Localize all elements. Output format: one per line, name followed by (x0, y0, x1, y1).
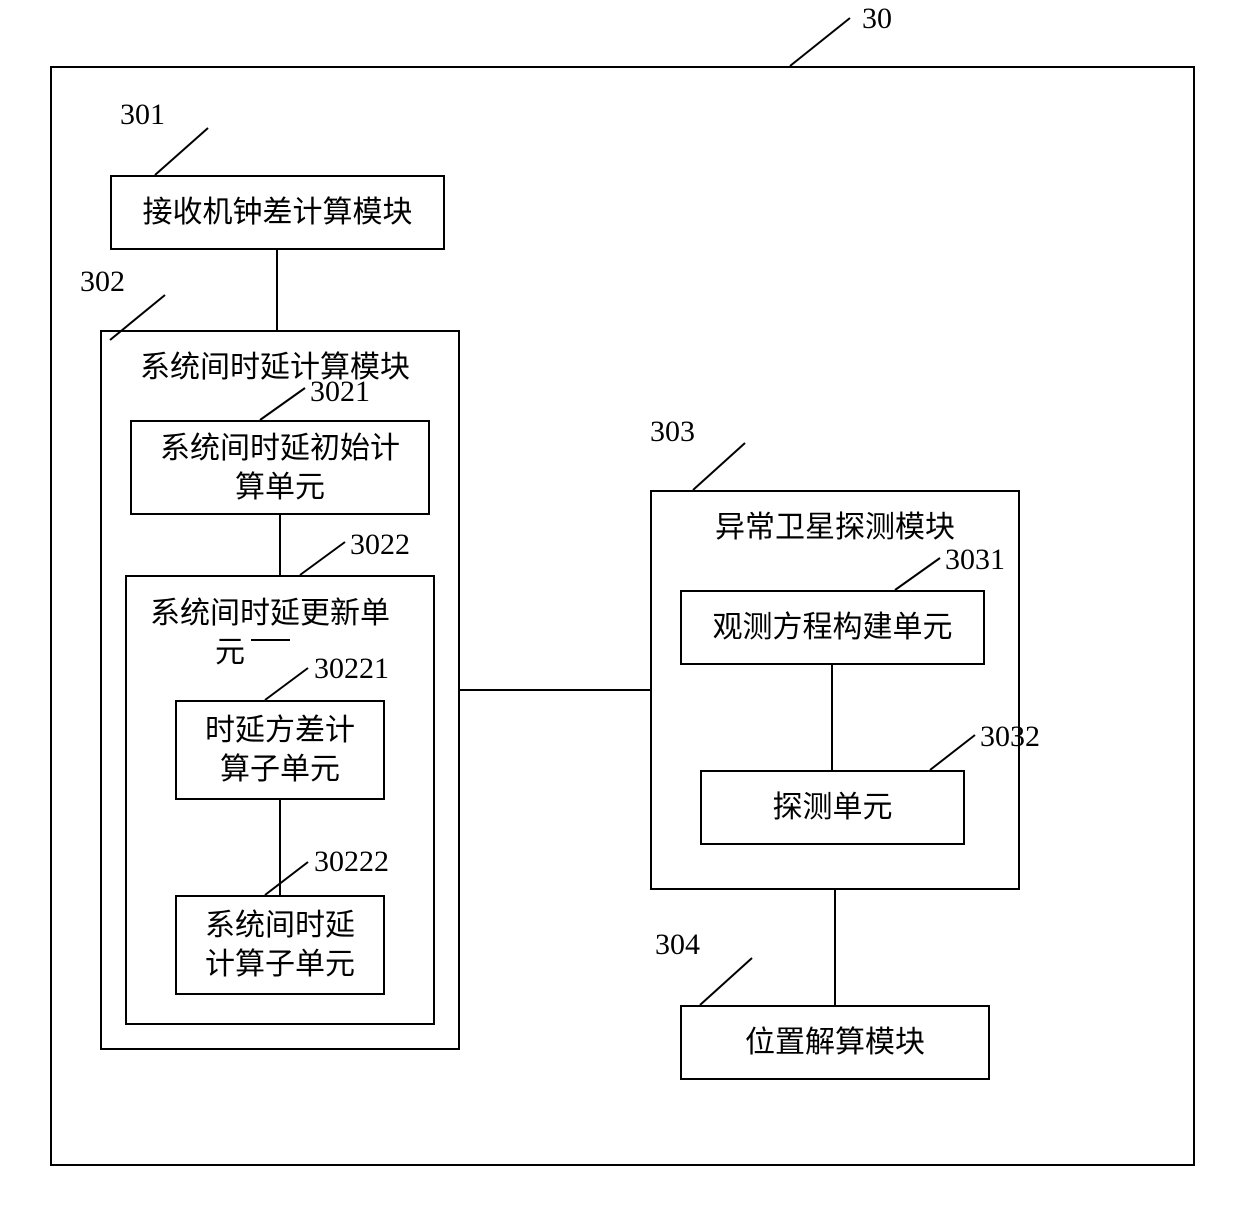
ref-302: 302 (80, 265, 125, 299)
diagram-canvas: 30 接收机钟差计算模块 301 系统间时延计算模块 302 系统间时延初始计 … (0, 0, 1240, 1214)
unit-3032: 探测单元 (700, 770, 965, 845)
sub-30222-l2: 计算子单元 (205, 945, 355, 984)
module-304: 位置解算模块 (680, 1005, 990, 1080)
ref-30: 30 (862, 2, 892, 36)
sub-30222-text: 系统间时延 计算子单元 (177, 897, 383, 993)
sub-30222: 系统间时延 计算子单元 (175, 895, 385, 995)
module-303-title: 异常卫星探测模块 (715, 502, 955, 546)
unit-3021-l1: 系统间时延初始计 (160, 429, 400, 468)
ref-3032: 3032 (980, 720, 1040, 754)
module-301: 接收机钟差计算模块 (110, 175, 445, 250)
ref-301: 301 (120, 98, 165, 132)
module-301-text: 接收机钟差计算模块 (112, 177, 443, 248)
ref-304: 304 (655, 928, 700, 962)
unit-3022-title-l2: 元 (215, 627, 245, 671)
ref-3022: 3022 (350, 528, 410, 562)
module-304-text: 位置解算模块 (682, 1007, 988, 1078)
ref-30222: 30222 (314, 845, 389, 879)
unit-3022-title-l1: 系统间时延更新单 (150, 588, 390, 632)
sub-30222-l1: 系统间时延 (205, 906, 355, 945)
unit-3031-text: 观测方程构建单元 (682, 592, 983, 663)
sub-30221-l1: 时延方差计 (205, 711, 355, 750)
ref-303: 303 (650, 415, 695, 449)
ref-3021: 3021 (310, 375, 370, 409)
ref-3031: 3031 (945, 543, 1005, 577)
unit-3021: 系统间时延初始计 算单元 (130, 420, 430, 515)
unit-3021-text: 系统间时延初始计 算单元 (132, 422, 428, 513)
sub-30221-text: 时延方差计 算子单元 (177, 702, 383, 798)
sub-30221: 时延方差计 算子单元 (175, 700, 385, 800)
unit-3032-text: 探测单元 (702, 772, 963, 843)
sub-30221-l2: 算子单元 (205, 750, 355, 789)
unit-3031: 观测方程构建单元 (680, 590, 985, 665)
ref-30221: 30221 (314, 652, 389, 686)
unit-3021-l2: 算单元 (160, 468, 400, 507)
